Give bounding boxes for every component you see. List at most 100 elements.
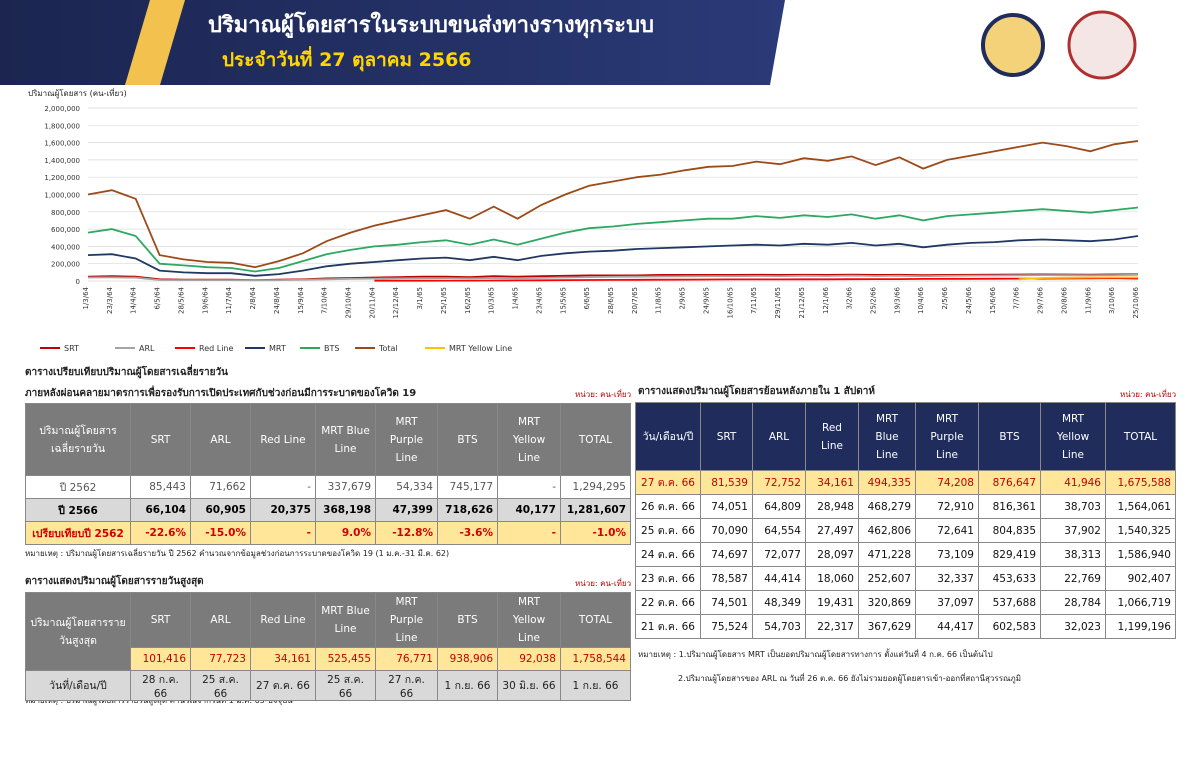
table-cell: ปี 2562 xyxy=(25,475,131,499)
table-cell: 75,524 xyxy=(700,614,753,639)
x-tick-label: 2/9/65 xyxy=(679,287,687,310)
table-cell: 252,607 xyxy=(858,566,916,591)
table-cell: -15.0% xyxy=(190,521,251,545)
y-tick-label: 800,000 xyxy=(51,209,80,217)
table-cell: - xyxy=(497,475,561,499)
table: วัน/เดือน/ปี SRT ARL Red Line MRT Blue Line M… xyxy=(635,402,1176,639)
table-cell: -12.8% xyxy=(375,521,438,545)
table-cell: 453,633 xyxy=(978,566,1041,591)
table-cell: 25 ส.ค. 66 xyxy=(190,670,251,701)
banner-stripe xyxy=(125,0,185,85)
x-tick-label: 28/5/64 xyxy=(177,286,185,314)
column-header: MRT Blue Line xyxy=(315,592,376,648)
x-tick-label: 28/6/65 xyxy=(607,287,615,314)
table-cell: - xyxy=(250,475,316,499)
x-tick-label: 29/11/65 xyxy=(774,287,782,318)
table-cell: 337,679 xyxy=(315,475,376,499)
column-header: MRT Purple Line xyxy=(375,403,438,476)
column-header: Red Line xyxy=(805,402,859,471)
x-tick-label: 25/1/65 xyxy=(440,287,448,314)
table-cell: 21 ต.ค. 66 xyxy=(635,614,701,639)
table-cell: 92,038 xyxy=(497,647,561,671)
table-cell: 66,104 xyxy=(130,498,191,522)
table-cell: 1,066,719 xyxy=(1105,590,1176,615)
table-row: ปี 2566 66,104 60,905 20,375 368,198 47,399 71… xyxy=(25,498,631,522)
column-header: BTS xyxy=(978,402,1041,471)
x-tick-label: 12/12/64 xyxy=(392,286,400,318)
note: หมายเหตุ : ปริมาณผู้โดยสารเฉลี่ยรายวัน ป… xyxy=(25,549,450,558)
column-header: ARL xyxy=(190,592,251,648)
column-header: MRT Blue Line xyxy=(858,402,916,471)
table-cell: 32,337 xyxy=(915,566,979,591)
chart: ปริมาณผู้โดยสารในระบบขนส่งทางรางทุกระบบ … xyxy=(0,0,1140,353)
table-cell: -3.6% xyxy=(437,521,498,545)
x-tick-label: 24/9/65 xyxy=(702,287,710,314)
table-cell: 468,279 xyxy=(858,494,916,519)
y-tick-label: 1,800,000 xyxy=(44,122,80,130)
logo xyxy=(981,13,1045,77)
table-row: 25 ต.ค. 66 70,090 64,554 27,497 462,806 72,64… xyxy=(635,518,1176,543)
banner xyxy=(0,0,785,85)
column-header: BTS xyxy=(437,403,498,476)
table-cell: 804,835 xyxy=(978,518,1041,543)
column-header: ARL xyxy=(190,403,251,476)
table-title: ตารางแสดงปริมาณผู้โดยสารรายวันสูงสุด xyxy=(25,576,204,587)
series-line xyxy=(374,277,1139,282)
column-header: ARL xyxy=(752,402,806,471)
table-cell: 64,809 xyxy=(752,494,806,519)
table-cell: 902,407 xyxy=(1105,566,1176,591)
page-title: ปริมาณผู้โดยสารในระบบขนส่งทางรางทุกระบบ xyxy=(208,11,654,39)
table-cell: 494,335 xyxy=(858,470,916,495)
table-cell: 320,869 xyxy=(858,590,916,615)
x-tick-label: 14/4/64 xyxy=(130,286,138,314)
table-cell: 54,334 xyxy=(375,475,438,499)
table-cell: 70,090 xyxy=(700,518,753,543)
table-row: 27 ต.ค. 66 81,539 72,752 34,161 494,335 74,20… xyxy=(635,470,1176,495)
table: ปริมาณผู้โดยสารรายวันสูงสุด SRT ARL Red Lin… xyxy=(25,592,631,701)
table-cell: 34,161 xyxy=(805,470,859,495)
y-tick-label: 200,000 xyxy=(51,261,80,269)
table-row: 26 ต.ค. 66 74,051 64,809 28,948 468,279 72,91… xyxy=(635,494,1176,519)
x-tick-label: 19/6/64 xyxy=(201,286,209,314)
table: ปริมาณผู้โดยสารเฉลี่ยรายวัน SRT ARL Red Lin… xyxy=(25,403,631,545)
table-cell: 54,703 xyxy=(752,614,806,639)
note: 2.ปริมาณผู้โดยสารของ ARL ณ วันที่ 26 ต.ค… xyxy=(678,674,1021,683)
x-tick-label: 25/2/66 xyxy=(870,286,878,314)
table-cell: 18,060 xyxy=(805,566,859,591)
x-tick-label: 3/10/66 xyxy=(1108,286,1116,314)
table-cell: 48,349 xyxy=(752,590,806,615)
table-cell: 22 ต.ค. 66 xyxy=(635,590,701,615)
series-line xyxy=(1018,276,1138,281)
x-tick-label: 23/3/64 xyxy=(106,286,114,314)
table-cell: 1,540,325 xyxy=(1105,518,1176,543)
x-tick-label: 20/11/64 xyxy=(368,286,376,318)
series-line xyxy=(87,235,1139,277)
y-tick-label: 0 xyxy=(76,278,80,286)
table-cell: 72,077 xyxy=(752,542,806,567)
table-cell: 37,902 xyxy=(1040,518,1106,543)
column-header: วัน/เดือน/ปี xyxy=(635,402,701,471)
table-cell: 1 ก.ย. 66 xyxy=(560,670,631,701)
table-cell: 74,697 xyxy=(700,542,753,567)
x-tick-label: 21/12/65 xyxy=(798,287,806,318)
table-cell: 1,564,061 xyxy=(1105,494,1176,519)
table-cell: 471,228 xyxy=(858,542,916,567)
table-cell: 40,177 xyxy=(497,498,561,522)
y-tick-label: 1,600,000 xyxy=(44,140,80,148)
legend-label: Red Line xyxy=(199,344,233,353)
table-cell: - xyxy=(250,521,316,545)
x-tick-label: 11/9/66 xyxy=(1084,286,1092,314)
x-tick-label: 19/3/66 xyxy=(893,286,901,314)
page-subtitle: ประจำวันที่ 27 ตุลาคม 2566 xyxy=(222,46,472,72)
table-row: 23 ต.ค. 66 78,587 44,414 18,060 252,607 32,33… xyxy=(635,566,1176,591)
column-header: MRT Blue Line xyxy=(315,403,376,476)
table-cell: 22,317 xyxy=(805,614,859,639)
x-tick-label: 15/5/65 xyxy=(559,287,567,314)
column-header: Red Line xyxy=(250,403,316,476)
table-cell: 1,199,196 xyxy=(1105,614,1176,639)
table-cell: 81,539 xyxy=(700,470,753,495)
y-tick-label: 1,400,000 xyxy=(44,157,80,165)
table-cell: 74,051 xyxy=(700,494,753,519)
table-cell: 73,109 xyxy=(915,542,979,567)
table-cell: 76,771 xyxy=(375,647,438,671)
